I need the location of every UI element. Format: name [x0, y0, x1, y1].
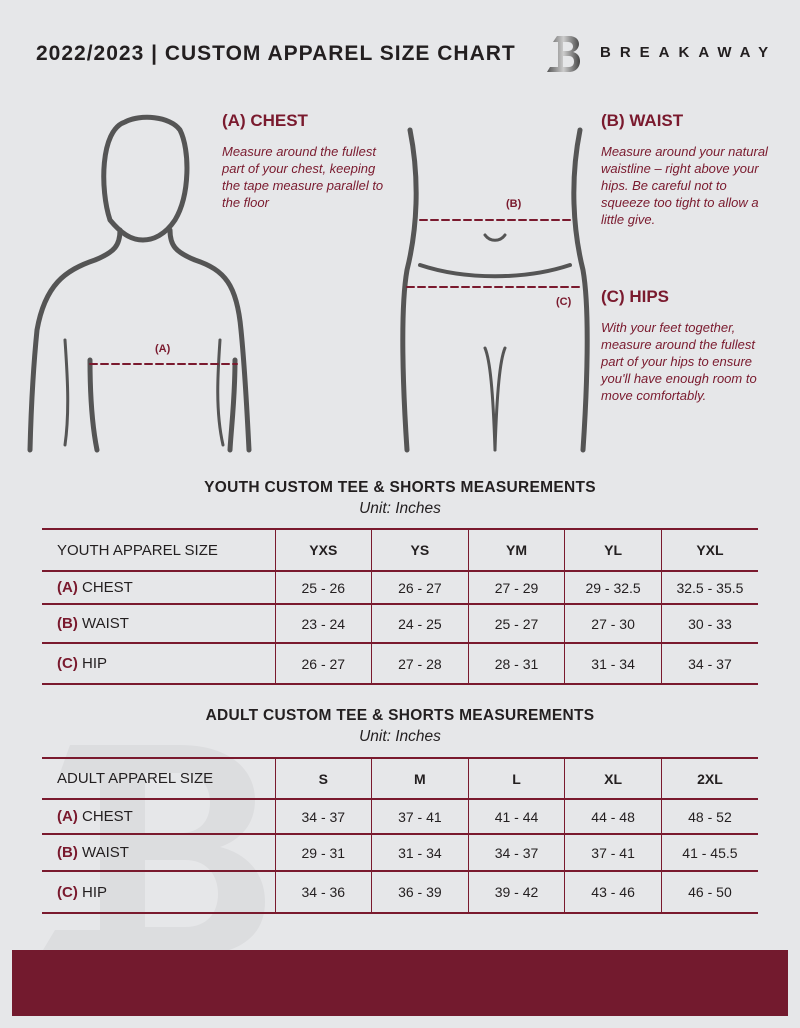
- measure-name: WAIST: [82, 615, 129, 632]
- header-label: YOUTH APPAREL SIZE: [42, 528, 275, 572]
- measurement-cell: 25 - 27: [467, 603, 565, 644]
- size-header: L: [467, 757, 565, 800]
- measure-label: (A) CHEST: [42, 570, 275, 605]
- adult-unit: Unit: Inches: [359, 728, 441, 745]
- size-header: M: [371, 757, 469, 800]
- size-header: XL: [564, 757, 662, 800]
- adult-size-table: ADULT APPAREL SIZE S M L XL 2XL (A) CHEST 34 …: [42, 757, 758, 914]
- waist-heading: (B) WAIST: [601, 111, 684, 130]
- measure-label: (C) HIP: [42, 870, 275, 914]
- measure-name: CHEST: [82, 579, 133, 596]
- measurement-cell: 36 - 39: [371, 870, 469, 914]
- measure-letter: (C): [57, 883, 78, 901]
- measurement-cell: 37 - 41: [564, 833, 662, 872]
- table-row: (B) WAIST 29 - 31 31 - 34 34 - 37 37 - 41 41 …: [42, 833, 758, 872]
- size-header: YL: [564, 528, 662, 572]
- table-row: (A) CHEST 25 - 26 26 - 27 27 - 29 29 - 32.5 3…: [42, 570, 758, 605]
- measurement-cell: 34 - 37: [274, 798, 372, 835]
- size-header: YXS: [274, 528, 372, 572]
- table-header-row: ADULT APPAREL SIZE S M L XL 2XL: [42, 757, 758, 800]
- measure-label: (B) WAIST: [42, 603, 275, 644]
- measure-letter: (C): [57, 655, 78, 672]
- page-title: 2022/2023 | CUSTOM APPAREL SIZE CHART: [36, 42, 516, 65]
- measurement-cell: 27 - 30: [564, 603, 662, 644]
- youth-size-table: YOUTH APPAREL SIZE YXS YS YM YL YXL (A) CHES…: [42, 528, 758, 685]
- measure-letter: (B): [57, 844, 78, 861]
- chest-marker: (A): [155, 343, 171, 355]
- measure-label: (A) CHEST: [42, 798, 275, 835]
- table-row: (C) HIP 26 - 27 27 - 28 28 - 31 31 - 34 34 - …: [42, 642, 758, 685]
- measurement-cell: 24 - 25: [371, 603, 469, 644]
- table-row: (B) WAIST 23 - 24 24 - 25 25 - 27 27 - 30 30 …: [42, 603, 758, 644]
- measure-name: WAIST: [82, 844, 129, 861]
- size-header: S: [274, 757, 372, 800]
- measurement-cell: 34 - 36: [274, 870, 372, 914]
- upper-body-figure: [27, 114, 252, 453]
- header-label: ADULT APPAREL SIZE: [42, 757, 275, 800]
- measurement-cell: 23 - 24: [274, 603, 372, 644]
- youth-section-title: YOUTH CUSTOM TEE & SHORTS MEASUREMENTS: [204, 479, 596, 496]
- measurement-cell: 37 - 41: [371, 798, 469, 835]
- measurement-cell: 39 - 42: [467, 870, 565, 914]
- hips-instructions: With your feet together, measure around …: [601, 320, 757, 403]
- youth-unit: Unit: Inches: [359, 500, 441, 517]
- hips-heading: (C) HIPS: [601, 287, 669, 306]
- brand-logo-icon: [545, 34, 583, 74]
- measurement-cell: 41 - 45.5: [660, 833, 758, 872]
- measurement-cell: 26 - 27: [371, 570, 469, 605]
- table-row: (A) CHEST 34 - 37 37 - 41 41 - 44 44 - 48 48 …: [42, 798, 758, 835]
- measurement-cell: 29 - 31: [274, 833, 372, 872]
- measurement-cell: 27 - 28: [371, 642, 469, 685]
- measurement-cell: 31 - 34: [371, 833, 469, 872]
- measurement-cell: 46 - 50: [660, 870, 758, 914]
- measurement-cell: 48 - 52: [660, 798, 758, 835]
- waist-instructions: Measure around your natural waistline – …: [601, 144, 768, 227]
- measure-name: CHEST: [82, 808, 133, 825]
- size-header: YM: [467, 528, 565, 572]
- measure-label: (C) HIP: [42, 642, 275, 685]
- measurement-cell: 26 - 27: [274, 642, 372, 685]
- brand-name: BREAKAWAY: [600, 44, 778, 61]
- measurement-cell: 34 - 37: [660, 642, 758, 685]
- measure-name: HIP: [82, 883, 108, 901]
- measurement-cell: 44 - 48: [564, 798, 662, 835]
- measurement-cell: 34 - 37: [467, 833, 565, 872]
- chest-heading: (A) CHEST: [222, 111, 308, 130]
- measurement-cell: 27 - 29: [467, 570, 565, 605]
- measurement-cell: 43 - 46: [564, 870, 662, 914]
- measurement-cell: 32.5 - 35.5: [660, 570, 758, 605]
- measure-label: (B) WAIST: [42, 833, 275, 872]
- measurement-cell: 25 - 26: [274, 570, 372, 605]
- measurement-cell: 30 - 33: [660, 603, 758, 644]
- measurement-cell: 29 - 32.5: [564, 570, 662, 605]
- chest-instructions: Measure around the fullest part of your …: [222, 144, 384, 210]
- size-header: 2XL: [660, 757, 758, 800]
- adult-section-title: ADULT CUSTOM TEE & SHORTS MEASUREMENTS: [205, 707, 595, 724]
- lower-body-figure: [400, 127, 590, 453]
- measure-letter: (B): [57, 615, 78, 632]
- measure-name: HIP: [82, 655, 108, 672]
- measurement-cell: 28 - 31: [467, 642, 565, 685]
- waist-marker: (B): [506, 198, 522, 210]
- measure-letter: (A): [57, 579, 78, 596]
- size-header: YS: [371, 528, 469, 572]
- table-row: (C) HIP 34 - 36 36 - 39 39 - 42 43 - 46 46 - …: [42, 870, 758, 914]
- measurement-cell: 31 - 34: [564, 642, 662, 685]
- measurement-cell: 41 - 44: [467, 798, 565, 835]
- hips-marker: (C): [556, 296, 572, 308]
- size-header: YXL: [660, 528, 758, 572]
- table-header-row: YOUTH APPAREL SIZE YXS YS YM YL YXL: [42, 528, 758, 572]
- footer-bar: [12, 950, 788, 1016]
- measure-letter: (A): [57, 808, 78, 825]
